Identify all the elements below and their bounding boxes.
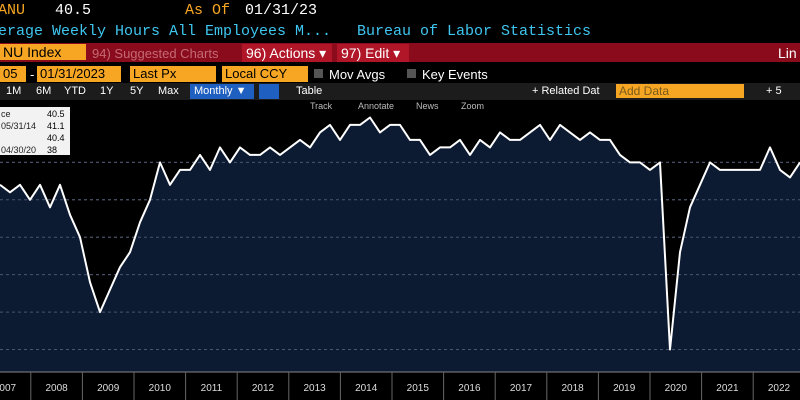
- frequency[interactable]: Monthly ▼: [194, 85, 247, 97]
- field-select[interactable]: Last Px: [130, 66, 216, 82]
- x-tick-label: 2011: [201, 383, 223, 394]
- tool-button[interactable]: Zoom: [461, 101, 485, 111]
- legend-label: 05/31/14: [1, 121, 36, 131]
- tool-button[interactable]: Track: [310, 101, 333, 111]
- add-data[interactable]: Add Data: [616, 84, 744, 98]
- suggested-charts[interactable]: 94) Suggested Charts: [92, 46, 219, 61]
- checkbox[interactable]: [314, 69, 323, 78]
- x-tick-label: 2012: [252, 383, 275, 394]
- legend-value: 41.1: [47, 121, 65, 131]
- x-tick-label: 2013: [303, 383, 326, 394]
- legend-label: 04/30/20: [1, 145, 36, 155]
- period-button[interactable]: 6M: [36, 85, 52, 97]
- table-button[interactable]: Table: [296, 85, 323, 97]
- edit-bg: [337, 44, 409, 62]
- date-dash: -: [30, 67, 35, 82]
- source: Bureau of Labor Statistics: [357, 23, 592, 40]
- chart-icon[interactable]: [259, 84, 279, 99]
- index-field[interactable]: NU Index: [0, 44, 86, 60]
- currency-select[interactable]: Local CCY: [222, 66, 308, 82]
- frequency-bg: [190, 84, 254, 99]
- x-tick-label: 2014: [355, 383, 378, 394]
- x-tick-label: 2016: [458, 383, 481, 394]
- x-tick-label: 2021: [716, 383, 739, 394]
- line-menu[interactable]: Lin: [778, 45, 797, 61]
- x-tick-label: 2010: [149, 383, 172, 394]
- end-date[interactable]: 01/31/2023: [37, 66, 121, 82]
- more-button[interactable]: + 5: [766, 85, 782, 97]
- actions-bg: [242, 44, 332, 62]
- description: erage Weekly Hours All Employees M...: [0, 23, 332, 40]
- checkbox[interactable]: [407, 69, 416, 78]
- period-button[interactable]: YTD: [64, 85, 86, 97]
- legend-value: 40.4: [47, 133, 65, 143]
- x-tick-label: 2007: [0, 383, 17, 394]
- tool-button[interactable]: News: [416, 101, 439, 111]
- key-events[interactable]: Key Events: [422, 67, 488, 82]
- tool-button[interactable]: Annotate: [358, 101, 395, 111]
- legend-value: 38: [47, 145, 57, 155]
- as-of-label: As Of: [185, 2, 231, 19]
- legend-label: ce: [1, 109, 11, 119]
- x-tick-label: 2018: [561, 383, 584, 394]
- period-button[interactable]: Max: [158, 85, 179, 97]
- period-button[interactable]: 5Y: [130, 85, 144, 97]
- x-tick-label: 2020: [665, 383, 688, 394]
- start-date[interactable]: 05: [0, 66, 26, 82]
- period-button[interactable]: 1Y: [100, 85, 114, 97]
- x-tick-label: 2009: [97, 383, 120, 394]
- related-data[interactable]: + Related Dat: [532, 85, 600, 97]
- x-tick-label: 2019: [613, 383, 636, 394]
- area: [0, 117, 800, 372]
- x-tick-label: 2017: [510, 383, 533, 394]
- edit-menu[interactable]: 97) Edit ▾: [341, 45, 401, 61]
- actions-menu[interactable]: 96) Actions ▾: [246, 45, 327, 61]
- last-price: 40.5: [55, 2, 92, 19]
- legend-bg: [0, 107, 70, 155]
- x-tick-label: 2008: [45, 383, 68, 394]
- legend-value: 40.5: [47, 109, 65, 119]
- x-tick-label: 2022: [768, 383, 791, 394]
- as-of-date: 01/31/23: [245, 2, 318, 19]
- mov-avgs[interactable]: Mov Avgs: [329, 67, 386, 82]
- ticker: ANU: [0, 2, 26, 19]
- x-tick-label: 2015: [407, 383, 430, 394]
- period-button[interactable]: 1M: [6, 85, 22, 97]
- line: [0, 116, 800, 351]
